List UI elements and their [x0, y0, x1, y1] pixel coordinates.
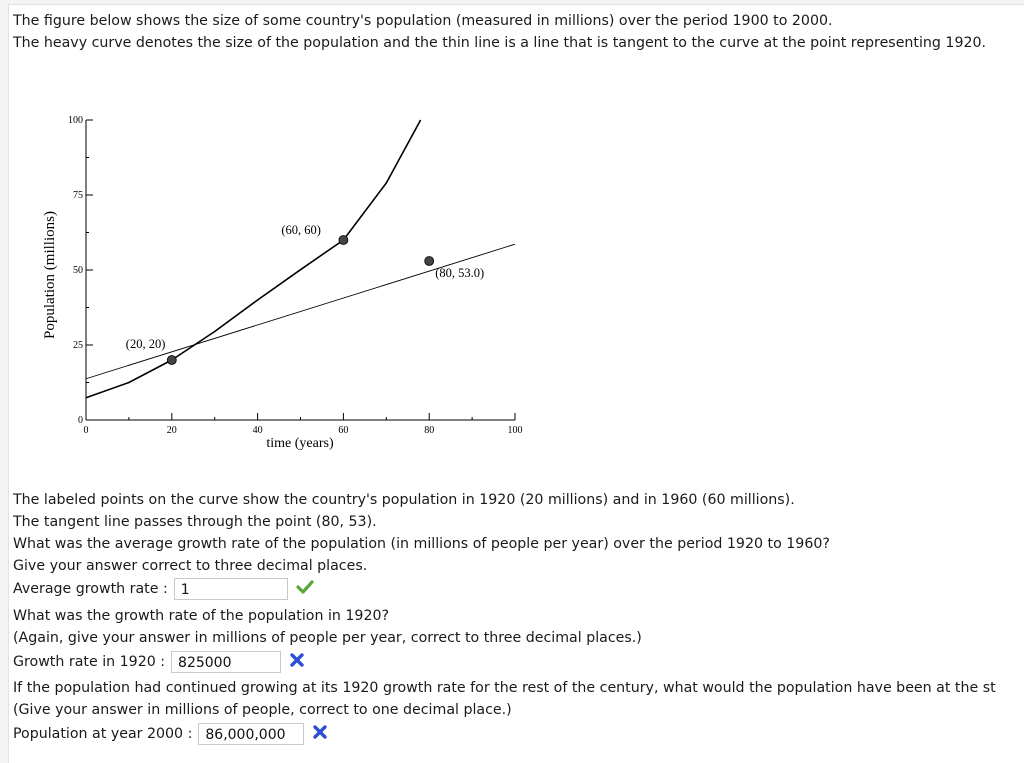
question-text-7: If the population had continued growing …: [13, 680, 996, 696]
data-point-label: (80, 53.0): [435, 266, 484, 280]
y-tick-label: 25: [73, 340, 83, 351]
question-text-8: (Give your answer in millions of people,…: [13, 702, 512, 718]
question-text-3: What was the average growth rate of the …: [13, 536, 830, 552]
data-point-label: (60, 60): [281, 223, 321, 237]
data-point-marker: [338, 235, 349, 245]
x-tick-label: 100: [508, 425, 523, 436]
chart-ticks: 0 20 40 60 80 100 0 25 50 75 100: [68, 115, 523, 436]
population-curve: [85, 119, 422, 399]
average-growth-input[interactable]: 1: [173, 578, 288, 600]
intro-line-2: The heavy curve denotes the size of the …: [13, 35, 987, 51]
x-axis-label: time (years): [266, 436, 334, 451]
question-text-5: What was the growth rate of the populati…: [13, 608, 390, 624]
y-axis-label: Population (millions): [42, 211, 58, 339]
cross-icon: [312, 724, 328, 744]
question-text-4: Give your answer correct to three decima…: [13, 558, 368, 574]
question-text-6: (Again, give your answer in millions of …: [13, 630, 642, 646]
intro-line-1: The figure below shows the size of some …: [13, 13, 833, 29]
question-panel: [8, 4, 1024, 763]
x-tick-label: 60: [338, 425, 348, 436]
cross-icon: [289, 652, 305, 672]
x-tick-label: 0: [84, 425, 89, 436]
data-point-label: (20, 20): [126, 337, 166, 351]
chart-points: (20, 20) (60, 60) (80, 53.0): [126, 223, 484, 365]
x-tick-label: 80: [424, 425, 434, 436]
growth-1920-input[interactable]: 825000: [171, 651, 282, 673]
tangent-line: [85, 243, 516, 380]
average-growth-label: Average growth rate :: [13, 581, 168, 597]
population-2000-input[interactable]: 86,000,000: [198, 723, 305, 745]
answer-row-growth-1920: Growth rate in 1920 : 825000: [13, 651, 305, 673]
y-tick-label: 75: [73, 190, 83, 201]
answer-row-population-2000: Population at year 2000 : 86,000,000: [13, 723, 328, 745]
y-tick-label: 0: [78, 415, 83, 426]
x-tick-label: 40: [253, 425, 263, 436]
answer-row-average-growth: Average growth rate : 1: [13, 578, 314, 600]
y-tick-label: 100: [68, 115, 83, 126]
data-point-marker: [424, 256, 435, 266]
population-2000-label: Population at year 2000 :: [13, 726, 193, 742]
question-text-2: The tangent line passes through the poin…: [13, 514, 377, 530]
check-icon: [296, 579, 314, 599]
question-text-1: The labeled points on the curve show the…: [13, 492, 795, 508]
chart-series: [85, 119, 516, 399]
data-point-marker: [166, 355, 177, 365]
x-tick-label: 20: [167, 425, 177, 436]
growth-1920-label: Growth rate in 1920 :: [13, 654, 166, 670]
y-tick-label: 50: [73, 265, 83, 276]
